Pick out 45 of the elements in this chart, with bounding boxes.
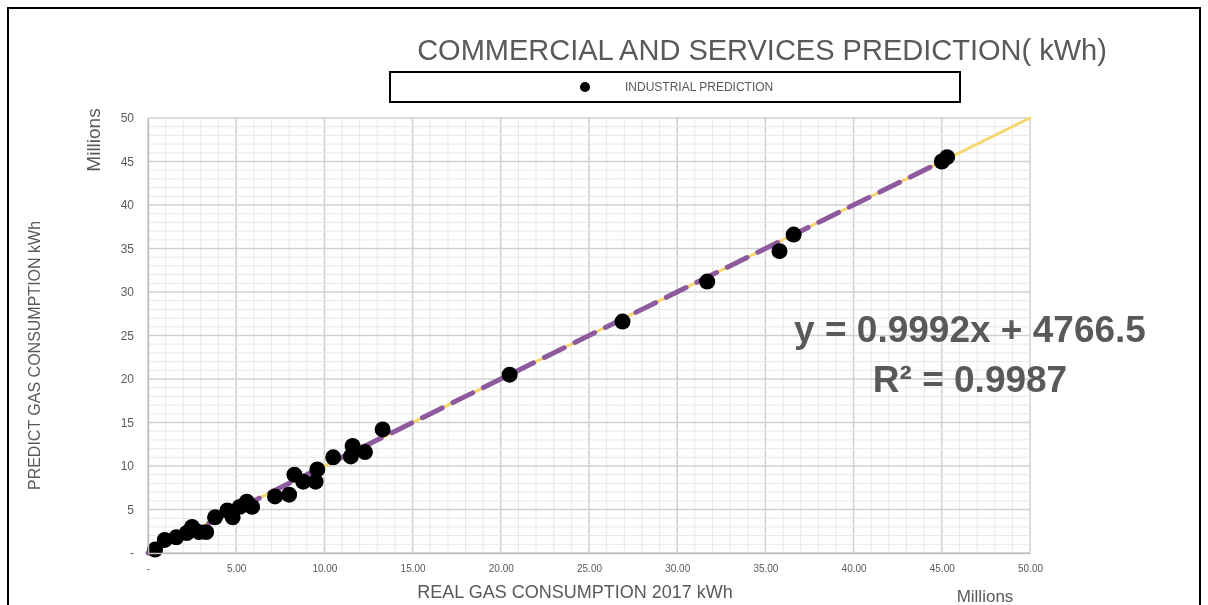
x-tick-label: 25.00 bbox=[576, 563, 603, 575]
point bbox=[344, 438, 361, 454]
point bbox=[699, 273, 716, 290]
text: INDUSTRIAL PREDICTION bbox=[625, 80, 774, 94]
x-tick-label: - bbox=[146, 563, 151, 575]
point bbox=[356, 444, 373, 461]
point bbox=[244, 498, 261, 515]
y-tick-label: 30 bbox=[120, 285, 135, 300]
point bbox=[614, 313, 631, 330]
x-axis-title: REAL GAS CONSUMPTION 2017 kWh bbox=[417, 582, 733, 602]
x-tick-label: 30.00 bbox=[665, 563, 691, 575]
y-tick-label: 5 bbox=[127, 502, 135, 517]
point bbox=[374, 421, 391, 438]
point bbox=[771, 243, 788, 260]
x-tick-label: 5.00 bbox=[226, 563, 247, 575]
point bbox=[939, 149, 956, 166]
y-tick-label: 10 bbox=[120, 459, 135, 474]
y-tick-label: 25 bbox=[120, 328, 135, 343]
y-tick-label: 45 bbox=[120, 154, 135, 169]
y-tick-label: - bbox=[130, 546, 134, 561]
x-tick-label: 20.00 bbox=[488, 563, 515, 575]
x-tick-label: 35.00 bbox=[753, 563, 779, 575]
point bbox=[267, 488, 283, 505]
x-tick-label: 45.00 bbox=[929, 563, 956, 575]
y-tick-label: 15 bbox=[120, 415, 135, 430]
x-tick-label: 15.00 bbox=[400, 563, 427, 575]
chart-title: COMMERCIAL AND SERVICES PREDICTION( kWh) bbox=[417, 34, 1107, 66]
x-tick-label: 50.00 bbox=[1017, 563, 1044, 575]
y-axis-title: PREDICT GAS CONSUMPTION kWh bbox=[26, 220, 43, 491]
point bbox=[207, 509, 224, 526]
point bbox=[785, 226, 802, 243]
annotation: R² = 0.9987 bbox=[872, 359, 1068, 400]
text: Millions bbox=[956, 587, 1014, 605]
y-tick-label: 50 bbox=[120, 111, 135, 126]
x-tick-label: 10.00 bbox=[312, 563, 338, 575]
point bbox=[309, 461, 326, 478]
point bbox=[501, 366, 518, 383]
y-tick-label: 40 bbox=[120, 198, 135, 213]
point bbox=[325, 449, 342, 466]
text: Millions bbox=[83, 108, 104, 172]
y-tick-label: 20 bbox=[120, 372, 135, 387]
point bbox=[281, 486, 298, 503]
x-tick-label: 40.00 bbox=[841, 563, 868, 575]
annotation: y = 0.9992x + 4766.5 bbox=[794, 309, 1146, 350]
y-tick-label: 35 bbox=[120, 241, 135, 256]
